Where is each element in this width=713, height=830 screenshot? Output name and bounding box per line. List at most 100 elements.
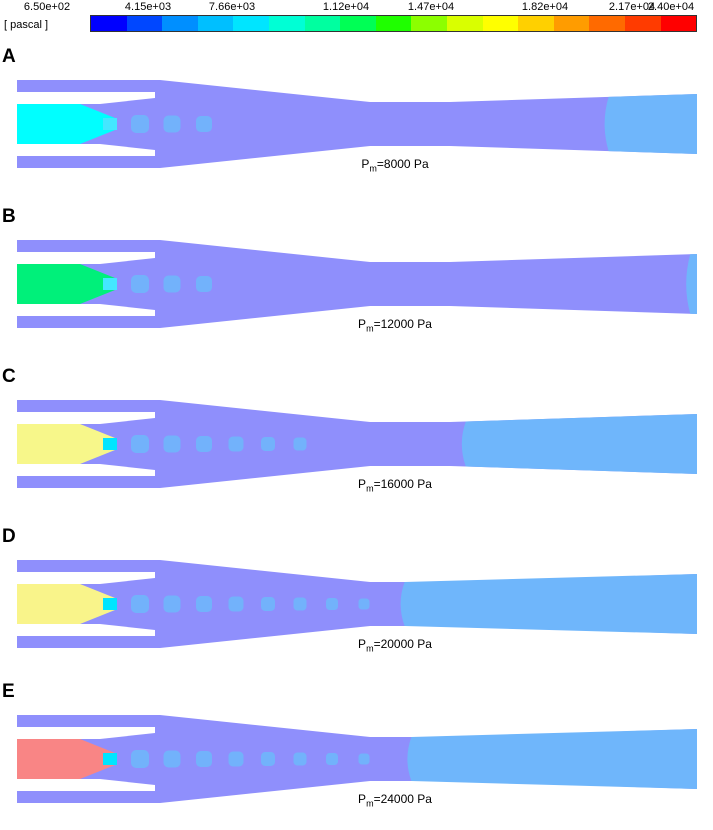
pressure-symbol: P [358, 637, 367, 651]
throat-zone [103, 278, 117, 290]
shock-cell [293, 752, 307, 766]
throat-zone [103, 438, 117, 450]
shock-cell [228, 596, 244, 612]
nozzle-wall-top [17, 92, 155, 104]
mixing-pressure-label: Pm=8000 Pa [361, 156, 428, 176]
outlet-region [686, 254, 697, 314]
inlet-core [17, 739, 115, 779]
contour-panel: E Pm=24000 Pa [0, 680, 713, 830]
contour-panel: D Pm=20000 Pa [0, 525, 713, 675]
colorbar-segment [340, 16, 376, 31]
outlet-region [604, 94, 697, 154]
colorbar-tick-label: 6.50e+02 [23, 1, 71, 13]
shock-cell [163, 275, 181, 293]
pressure-value: =16000 Pa [373, 477, 432, 491]
throat-zone [103, 118, 117, 130]
colorbar-tick-label: 7.66e+03 [208, 1, 256, 13]
outlet-region [407, 729, 697, 789]
shock-cell [196, 751, 212, 767]
colorbar-segment [197, 16, 234, 31]
pressure-symbol: P [358, 792, 367, 806]
nozzle-wall-bottom [17, 144, 155, 156]
mixing-pressure-label: Pm=20000 Pa [358, 636, 432, 656]
colorbar-segment [446, 16, 483, 31]
colorbar-segment [518, 16, 554, 31]
colorbar-unit-label: [ pascal ] [4, 19, 49, 31]
flow-body [17, 240, 697, 328]
colorbar-segment [660, 16, 697, 31]
inlet-core [17, 264, 115, 304]
colorbar-tick-label: 2.17e+04 [608, 1, 656, 13]
panel-letter: D [2, 526, 16, 547]
inlet-core [17, 424, 115, 464]
nozzle-wall-top [17, 252, 155, 264]
mixing-pressure-label: Pm=24000 Pa [358, 791, 432, 811]
pressure-subscript: m [366, 483, 374, 494]
colorbar-segment [482, 16, 519, 31]
contour-panel: A Pm=8000 Pa [0, 45, 713, 195]
pressure-value: =8000 Pa [376, 157, 429, 171]
shock-cell [326, 753, 338, 765]
colorbar-segment [375, 16, 412, 31]
ejector-contour [17, 560, 697, 648]
shock-cell [131, 595, 149, 613]
flow-body [17, 80, 697, 168]
colorbar-segment [162, 16, 198, 31]
pressure-value: =20000 Pa [373, 637, 432, 651]
contour-panel: C Pm=16000 Pa [0, 365, 713, 515]
colorbar-segment [91, 16, 127, 31]
pressure-subscript: m [366, 798, 374, 809]
colorbar-tick-label: 1.82e+04 [521, 1, 569, 13]
colorbar-segment [589, 16, 625, 31]
nozzle-wall-bottom [17, 304, 155, 316]
colorbar-tick-label: 2.40e+04 [647, 1, 695, 13]
throat-zone [103, 598, 117, 610]
shock-cell [196, 596, 212, 612]
pressure-colorbar [90, 15, 697, 32]
colorbar-tick-label: 4.15e+03 [124, 1, 172, 13]
throat-zone [103, 753, 117, 765]
ejector-contour [17, 715, 697, 803]
mixing-pressure-label: Pm=16000 Pa [358, 476, 432, 496]
ejector-contour [17, 240, 697, 328]
contour-panel: B Pm=12000 Pa [0, 205, 713, 355]
pressure-subscript: m [366, 323, 374, 334]
shock-cell [228, 436, 244, 452]
shock-cell [228, 751, 244, 767]
shock-cell [196, 116, 212, 132]
panel-letter: C [2, 366, 16, 387]
shock-cell [131, 115, 149, 133]
shock-cell [358, 598, 370, 610]
panel-letter: E [2, 681, 15, 702]
shock-cell [163, 595, 181, 613]
pressure-subscript: m [366, 643, 374, 654]
colorbar-tick-label: 1.47e+04 [407, 1, 455, 13]
shock-cell [163, 435, 181, 453]
nozzle-wall-top [17, 572, 155, 584]
nozzle-wall-bottom [17, 624, 155, 636]
shock-cell [358, 753, 370, 765]
colorbar-segment [553, 16, 590, 31]
pressure-symbol: P [358, 317, 367, 331]
nozzle-wall-top [17, 727, 155, 739]
nozzle-wall-bottom [17, 464, 155, 476]
mixing-pressure-label: Pm=12000 Pa [358, 316, 432, 336]
shock-cell [261, 437, 275, 451]
colorbar-segment [233, 16, 269, 31]
colorbar-tick-label: 1.12e+04 [322, 1, 370, 13]
colorbar-segment [624, 16, 661, 31]
outlet-region [400, 574, 697, 634]
pressure-value: =12000 Pa [373, 317, 432, 331]
colorbar-segment [304, 16, 341, 31]
shock-cell [131, 750, 149, 768]
ejector-contour [17, 80, 697, 168]
pressure-value: =24000 Pa [373, 792, 432, 806]
shock-cell [261, 597, 275, 611]
outlet-region [461, 414, 697, 474]
panel-letter: B [2, 206, 16, 227]
colorbar-segment [411, 16, 447, 31]
pressure-subscript: m [369, 163, 377, 174]
shock-cell [163, 115, 181, 133]
inlet-core [17, 584, 115, 624]
panel-letter: A [2, 46, 16, 67]
